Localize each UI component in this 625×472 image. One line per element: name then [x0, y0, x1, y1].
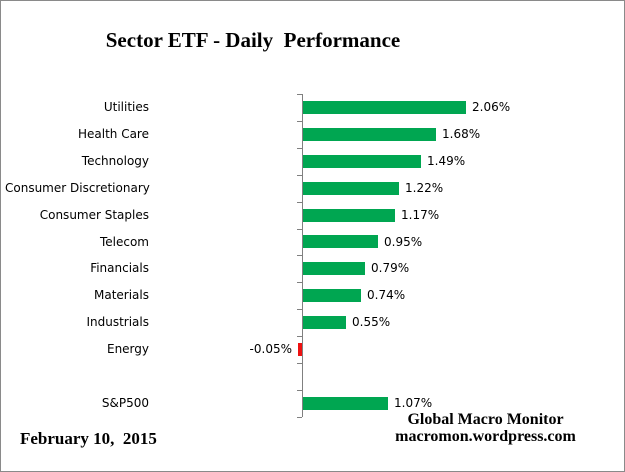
chart-title: Sector ETF - Daily Performance — [105, 28, 401, 52]
chart-attribution: Global Macro Monitor macromon.wordpress.… — [373, 411, 598, 445]
attribution-line-1: Global Macro Monitor — [407, 411, 564, 428]
bar — [303, 262, 365, 276]
bar — [303, 235, 378, 249]
value-label: 0.79% — [371, 261, 410, 276]
axis-tick — [297, 417, 302, 418]
axis-tick — [297, 363, 302, 364]
value-label: 1.07% — [394, 395, 433, 410]
category-label: Technology — [81, 153, 149, 168]
category-label: Consumer Discretionary — [5, 180, 150, 195]
axis-tick — [297, 282, 302, 283]
category-label: Utilities — [103, 100, 149, 114]
value-label: 0.74% — [367, 288, 406, 303]
value-label: 1.49% — [427, 153, 466, 168]
axis-tick — [297, 390, 302, 391]
value-label: 1.68% — [442, 126, 481, 141]
category-axis-line — [302, 94, 303, 417]
axis-tick — [297, 202, 302, 203]
category-label: Energy — [106, 342, 149, 357]
attribution-line-2: macromon.wordpress.com — [395, 428, 576, 445]
axis-tick — [297, 229, 302, 230]
category-label: Consumer Staples — [39, 207, 149, 222]
bar — [298, 343, 302, 357]
category-label: Telecom — [99, 234, 149, 249]
axis-tick — [297, 309, 302, 310]
axis-tick — [297, 94, 302, 95]
bar — [303, 100, 466, 114]
category-label: Materials — [93, 288, 149, 303]
axis-tick — [297, 121, 302, 122]
value-label: 0.55% — [352, 315, 391, 330]
category-label: Financials — [90, 261, 149, 276]
bar — [303, 396, 388, 410]
axis-tick — [297, 255, 302, 256]
value-label: -0.05% — [249, 342, 292, 357]
axis-tick — [297, 148, 302, 149]
chart-date: February 10, 2015 — [20, 429, 157, 448]
bar — [303, 289, 361, 303]
bar — [303, 208, 395, 222]
value-label: 1.22% — [405, 180, 444, 195]
axis-tick — [297, 175, 302, 176]
value-label: 0.95% — [384, 234, 423, 249]
category-label: Industrials — [86, 315, 149, 330]
value-label: 1.17% — [401, 207, 440, 222]
category-label: S&P500 — [101, 395, 149, 410]
bar — [303, 127, 436, 141]
bar — [303, 316, 346, 330]
bar — [303, 154, 421, 168]
value-label: 2.06% — [472, 100, 511, 114]
bar — [303, 181, 399, 195]
axis-tick — [297, 336, 302, 337]
category-label: Health Care — [77, 126, 149, 141]
